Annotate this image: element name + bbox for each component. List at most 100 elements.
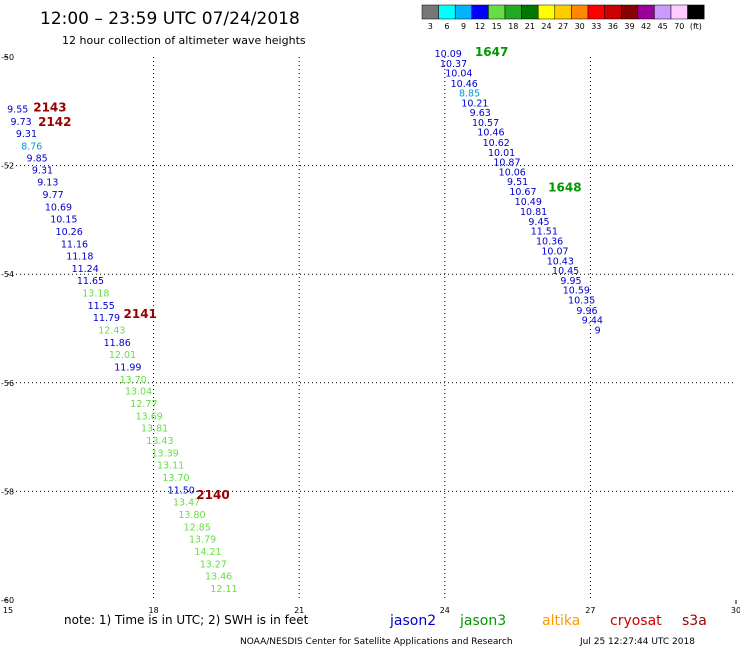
scale-label: 36 xyxy=(608,22,618,31)
x-tick-label: 18 xyxy=(149,606,159,615)
swh-value: 11.86 xyxy=(104,338,131,349)
scale-label: 15 xyxy=(492,22,502,31)
swh-value: 8.85 xyxy=(459,89,480,100)
y-tick-label: -56 xyxy=(1,379,14,388)
scale-label: 70 xyxy=(674,22,684,31)
legend-cryosat: cryosat xyxy=(610,613,662,629)
swh-value: 9.13 xyxy=(37,178,58,189)
swh-value: 10.04 xyxy=(445,69,472,80)
scale-swatch xyxy=(537,4,556,20)
scale-swatch xyxy=(571,4,589,20)
scale-label: 18 xyxy=(508,22,518,31)
swh-value: 9.85 xyxy=(27,153,48,164)
swh-value: 11.16 xyxy=(61,240,88,251)
swh-value: 10.87 xyxy=(493,158,520,169)
scale-swatch xyxy=(620,4,639,20)
swh-value: 13.80 xyxy=(178,510,205,521)
swh-value: 13.47 xyxy=(173,498,200,509)
swh-value: 13.18 xyxy=(82,288,109,299)
scale-swatch xyxy=(587,4,605,20)
y-tick-label: -54 xyxy=(1,270,14,279)
swh-value: 13.43 xyxy=(146,436,173,447)
scale-swatch xyxy=(438,4,456,20)
chart-title: 12:00 – 23:59 UTC 07/24/2018 xyxy=(40,9,300,29)
swh-value: 9.55 xyxy=(7,104,28,115)
scale-swatch xyxy=(687,4,705,20)
swh-value: 10.62 xyxy=(483,138,510,149)
swh-value: 9.31 xyxy=(16,129,37,140)
pass-time: 2141 xyxy=(124,307,157,321)
swh-value: 13.04 xyxy=(125,387,152,398)
swh-value: 9.63 xyxy=(470,108,491,119)
scale-swatch xyxy=(454,4,473,20)
y-tick-label: -52 xyxy=(1,162,14,171)
x-tick-label: 24 xyxy=(440,606,450,615)
scale-label: (ft) xyxy=(690,22,702,31)
satellite-legend: jason2 jason3 altika cryosat s3a xyxy=(389,613,707,629)
swh-value: 13.69 xyxy=(136,412,163,423)
swh-value: 13.79 xyxy=(189,534,216,545)
plot-axes: 15 18 21 24 27 30-50-52-54-56-58-60 xyxy=(1,53,740,615)
swh-value: 13.39 xyxy=(152,449,179,460)
scale-swatch xyxy=(654,4,672,20)
swh-value: 10.09 xyxy=(435,49,462,60)
scale-swatch xyxy=(604,4,622,20)
swh-value: 12.43 xyxy=(98,325,125,336)
swh-value: 13.11 xyxy=(157,461,184,472)
swh-value: 12.77 xyxy=(130,399,157,410)
scale-label: 9 xyxy=(461,22,466,31)
swh-value: 11.65 xyxy=(77,276,104,287)
swh-value: 9.45 xyxy=(528,217,549,228)
swh-value: 12.01 xyxy=(109,350,136,361)
scale-swatch xyxy=(504,4,522,20)
swh-value: 10.36 xyxy=(536,236,563,247)
swh-value: 10.59 xyxy=(563,286,590,297)
swh-value: 10.57 xyxy=(472,118,499,129)
color-scale-bar: 3 6 9 12 15 18 21 24 27 30 33 36 39 42 45 70 (ft) xyxy=(421,4,705,31)
swh-value: 10.69 xyxy=(45,203,72,214)
x-tick-label: 21 xyxy=(294,606,304,615)
swh-value: 10.46 xyxy=(477,128,504,139)
chart-subtitle: 12 hour collection of altimeter wave hei… xyxy=(62,34,306,47)
swh-value: 10.81 xyxy=(520,207,547,218)
footnote: note: 1) Time is in UTC; 2) SWH is in fe… xyxy=(64,613,309,627)
x-tick-label: 30 xyxy=(731,606,740,615)
swh-value: 10.46 xyxy=(451,79,478,90)
swh-value: 9.77 xyxy=(43,190,64,201)
scale-swatch xyxy=(421,4,439,20)
y-tick-label: -58 xyxy=(1,487,14,496)
swh-value: 13.27 xyxy=(200,559,227,570)
legend-altika: altika xyxy=(542,613,580,629)
swh-value: 10.01 xyxy=(488,148,515,159)
scale-swatch xyxy=(488,4,506,20)
swh-value: 12.11 xyxy=(210,584,237,595)
swh-value: 11.55 xyxy=(88,301,115,312)
swh-value: 10.35 xyxy=(568,296,595,307)
pass-time: 2142 xyxy=(38,115,71,129)
swh-value: 9.44 xyxy=(582,316,603,327)
scale-swatch xyxy=(670,4,688,20)
scale-label: 39 xyxy=(624,22,634,31)
pass-time: 1648 xyxy=(548,181,581,195)
scale-label: 30 xyxy=(575,22,585,31)
scale-label: 24 xyxy=(541,22,551,31)
scale-swatch xyxy=(637,4,655,20)
x-tick-label: 15 xyxy=(3,606,13,615)
scale-label: 6 xyxy=(444,22,449,31)
swh-value: 10.15 xyxy=(50,215,77,226)
credit-line: NOAA/NESDIS Center for Satellite Applica… xyxy=(240,637,513,647)
swh-value: 13.46 xyxy=(205,571,232,582)
timestamp: Jul 25 12:27:44 UTC 2018 xyxy=(579,637,695,647)
scale-swatch xyxy=(521,4,539,20)
swh-value: 10.21 xyxy=(461,98,488,109)
scale-label: 33 xyxy=(591,22,601,31)
swh-value: 12.85 xyxy=(184,522,211,533)
scale-label: 3 xyxy=(428,22,433,31)
scale-label: 12 xyxy=(475,22,485,31)
plot-grid xyxy=(8,57,736,600)
swh-value: 11.99 xyxy=(114,362,141,373)
x-tick-label: 27 xyxy=(585,606,595,615)
swh-value: 11.50 xyxy=(168,486,195,497)
legend-jason2: jason2 xyxy=(389,613,436,629)
